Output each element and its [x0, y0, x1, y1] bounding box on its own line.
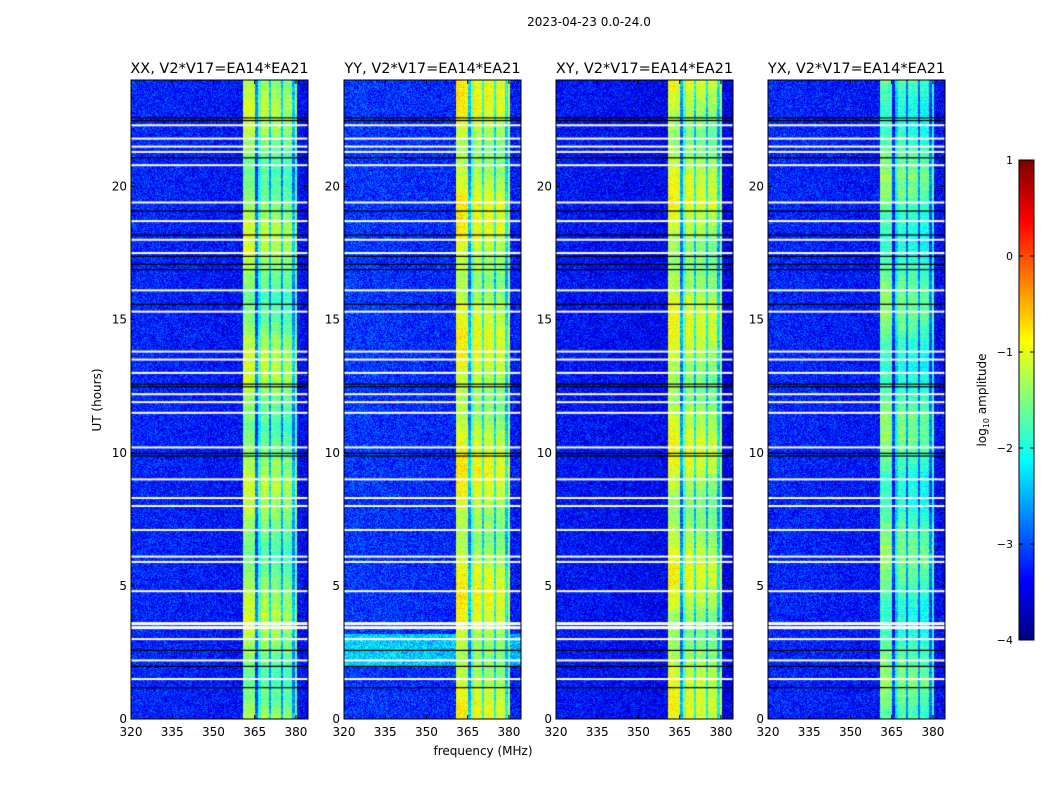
x-tick-label: 335	[161, 725, 184, 739]
x-tick-label: 380	[284, 725, 307, 739]
x-axis-label: frequency (MHz)	[433, 744, 532, 758]
heatmap-yx	[768, 80, 945, 719]
x-tick-label: 350	[202, 725, 225, 739]
y-tick-label: 0	[332, 712, 340, 726]
y-tick-label: 10	[537, 446, 552, 460]
y-tick-label: 10	[325, 446, 340, 460]
panel-title: XX, V2*V17=EA14*EA21	[130, 61, 308, 77]
x-tick-label: 335	[798, 725, 821, 739]
x-tick-label: 320	[333, 725, 356, 739]
colorbar-tick-label: −3	[997, 538, 1013, 551]
heatmap-yy	[344, 80, 521, 719]
plot-frame	[767, 79, 946, 720]
y-tick-label: 20	[325, 180, 340, 194]
colorbar	[1019, 160, 1034, 640]
x-tick-label: 320	[545, 725, 568, 739]
colorbar-tick-label: −4	[997, 634, 1013, 647]
y-tick-label: 20	[749, 180, 764, 194]
x-tick-label: 365	[668, 725, 691, 739]
x-tick-label: 380	[497, 725, 520, 739]
suptitle: 2023-04-23 0.0-24.0	[527, 15, 651, 29]
y-tick-label: 20	[537, 180, 552, 194]
y-tick-label: 20	[112, 180, 127, 194]
y-tick-label: 15	[749, 313, 764, 327]
x-tick-label: 350	[627, 725, 650, 739]
colorbar-tick-label: 0	[1006, 250, 1013, 263]
y-tick-label: 0	[119, 712, 127, 726]
panel-title: YY, V2*V17=EA14*EA21	[343, 61, 520, 77]
x-tick-label: 380	[709, 725, 732, 739]
colorbar-tick-label: −1	[997, 346, 1013, 359]
plot-frame	[343, 79, 522, 720]
y-tick-label: 5	[119, 579, 127, 593]
heatmap-xy	[556, 80, 733, 719]
panel-title: XY, V2*V17=EA14*EA21	[556, 61, 733, 77]
x-tick-label: 335	[586, 725, 609, 739]
y-tick-label: 5	[756, 579, 764, 593]
y-tick-label: 15	[537, 313, 552, 327]
y-tick-label: 15	[325, 313, 340, 327]
panel-title: YX, V2*V17=EA14*EA21	[767, 61, 945, 77]
x-tick-label: 350	[839, 725, 862, 739]
x-tick-label: 365	[456, 725, 479, 739]
y-axis-label: UT (hours)	[90, 368, 104, 431]
colorbar-label: log10 amplitude	[975, 354, 991, 447]
x-tick-label: 320	[757, 725, 780, 739]
y-tick-label: 5	[332, 579, 340, 593]
colorbar-frame	[1018, 159, 1035, 641]
plot-frame	[130, 79, 309, 720]
x-tick-label: 335	[374, 725, 397, 739]
x-tick-label: 365	[243, 725, 266, 739]
y-tick-label: 5	[544, 579, 552, 593]
colorbar-tick-label: 1	[1006, 154, 1013, 167]
y-tick-label: 0	[756, 712, 764, 726]
x-tick-label: 320	[120, 725, 143, 739]
x-tick-label: 380	[921, 725, 944, 739]
colorbar-tick-label: −2	[997, 442, 1013, 455]
y-tick-label: 15	[112, 313, 127, 327]
y-tick-label: 10	[112, 446, 127, 460]
heatmap-xx	[131, 80, 308, 719]
x-tick-label: 365	[880, 725, 903, 739]
x-tick-label: 350	[415, 725, 438, 739]
y-tick-label: 0	[544, 712, 552, 726]
plot-frame	[555, 79, 734, 720]
y-tick-label: 10	[749, 446, 764, 460]
